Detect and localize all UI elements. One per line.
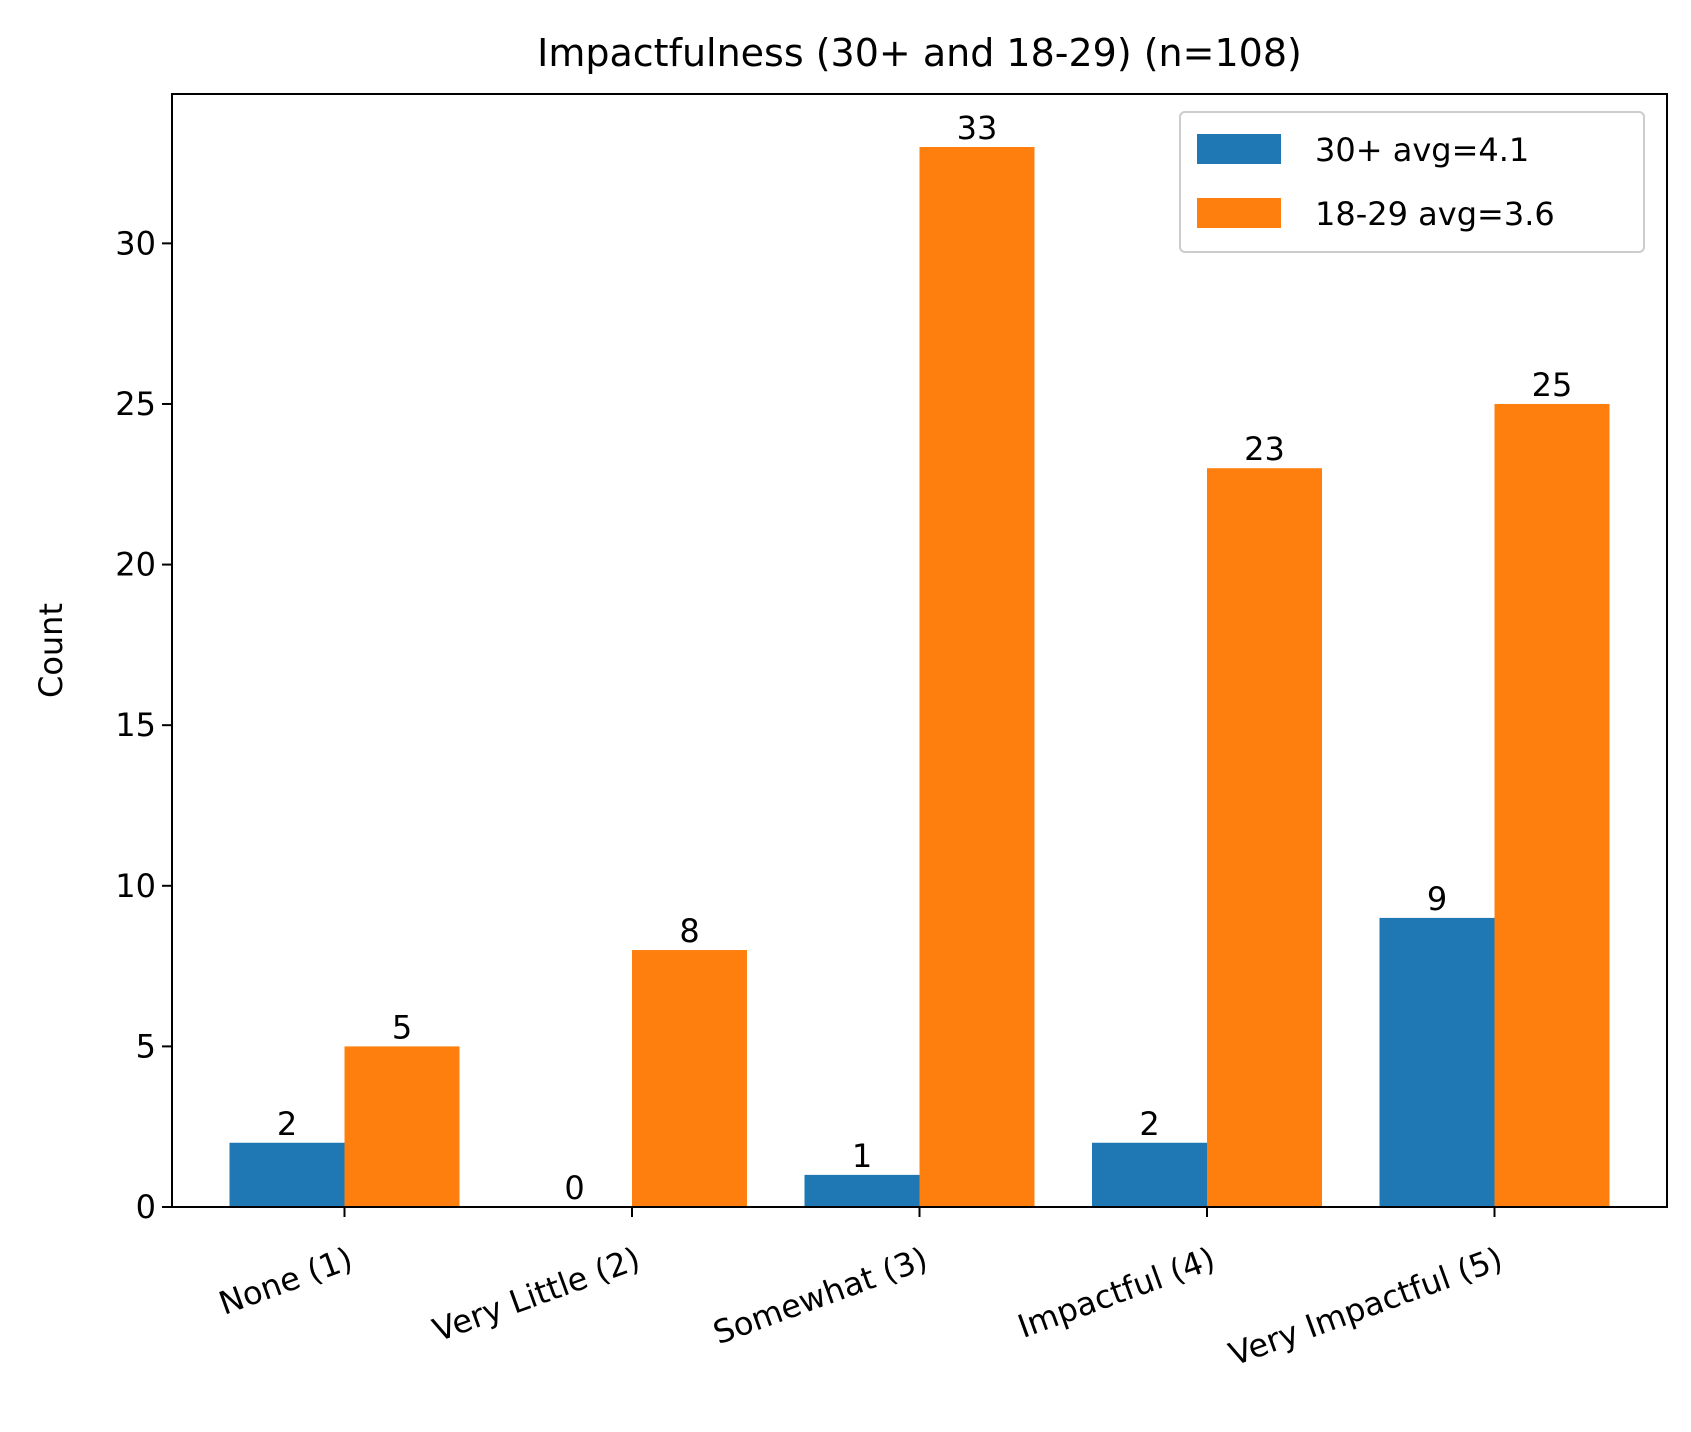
- data-label: 2: [1139, 1105, 1159, 1143]
- bar-series-a-3: [1092, 1142, 1207, 1207]
- data-label: 0: [564, 1169, 584, 1207]
- bar-series-b-2: [919, 147, 1035, 1207]
- y-tick-label: 5: [136, 1027, 156, 1065]
- y-tick-label: 15: [115, 706, 156, 744]
- legend-entry-label: 30+ avg=4.1: [1315, 131, 1529, 169]
- legend-swatch: [1197, 198, 1281, 228]
- y-tick-label: 10: [115, 867, 156, 905]
- y-tick-label: 20: [115, 546, 156, 584]
- bar-series-b-4: [1494, 403, 1610, 1207]
- bars-layer: [229, 147, 1610, 1207]
- legend-entry-label: 18-29 avg=3.6: [1315, 195, 1555, 233]
- y-tick-label: 25: [115, 385, 156, 423]
- y-axis-label: Count: [32, 603, 70, 698]
- data-label: 5: [392, 1008, 412, 1046]
- y-tick-label: 30: [115, 224, 156, 262]
- bar-series-a-4: [1379, 917, 1495, 1207]
- data-label: 9: [1427, 880, 1447, 918]
- bar-series-a-2: [804, 1174, 920, 1207]
- chart-title: Impactfulness (30+ and 18-29) (n=108): [537, 31, 1302, 75]
- data-label: 23: [1244, 430, 1285, 468]
- legend: 30+ avg=4.1 18-29 avg=3.6: [1179, 111, 1645, 253]
- y-axis: 0 5 10 15 20 25 30: [115, 224, 172, 1226]
- bar-series-b-0: [344, 1046, 460, 1207]
- legend-swatch: [1197, 134, 1281, 164]
- y-tick-label: 0: [136, 1188, 156, 1226]
- data-label: 8: [679, 912, 699, 950]
- data-labels-layer: 2 0 1 2 9 5 8 33 23 25: [277, 109, 1573, 1207]
- data-label: 1: [852, 1137, 872, 1175]
- data-label: 33: [957, 109, 998, 147]
- bar-series-b-3: [1207, 468, 1322, 1207]
- data-label: 2: [277, 1105, 297, 1143]
- bar-series-b-1: [632, 950, 747, 1207]
- bar-series-a-0: [229, 1142, 345, 1207]
- data-label: 25: [1532, 366, 1573, 404]
- legend-box: [1179, 111, 1645, 253]
